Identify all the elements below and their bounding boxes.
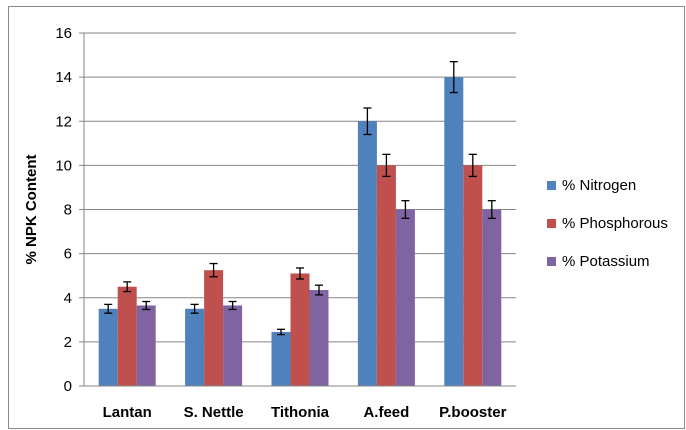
grid-lines: [84, 32, 516, 343]
bar: [395, 209, 415, 386]
y-tick-label: 0: [64, 378, 72, 395]
legend-swatch: [547, 181, 556, 190]
axes: 0 2 4 6 8 10 12 14 16 Lantan S. Nettle Tithonia A.fe…: [55, 25, 516, 421]
bar: [482, 209, 502, 386]
bar: [271, 331, 291, 386]
bar: [98, 308, 118, 386]
bar: [290, 273, 310, 386]
y-tick-label: 2: [64, 334, 72, 351]
bars: [98, 61, 502, 386]
legend-swatch: [547, 219, 556, 228]
y-tick-label: 14: [55, 69, 72, 86]
bar: [185, 308, 205, 386]
legend-swatch: [547, 257, 556, 266]
x-category-label: P.booster: [439, 404, 506, 421]
bar: [223, 305, 243, 386]
y-tick-label: 10: [55, 157, 72, 174]
y-tick-label: 16: [55, 25, 72, 42]
y-axis-label: % NPK Content: [23, 155, 40, 265]
x-category-label: S. Nettle: [184, 404, 244, 421]
bar: [136, 305, 156, 386]
y-tick-label: 8: [64, 202, 72, 219]
y-tick-label: 12: [55, 113, 72, 130]
bar: [204, 270, 224, 386]
legend-label: % Nitrogen: [562, 177, 636, 194]
bar: [309, 290, 329, 386]
x-category-label: A.feed: [363, 404, 409, 421]
y-tick-label: 6: [64, 246, 72, 263]
legend: % Nitrogen % Phosphorous % Potassium: [547, 177, 668, 270]
bar: [357, 121, 377, 386]
legend-label: % Phosphorous: [562, 215, 668, 232]
x-category-label: Lantan: [103, 404, 152, 421]
x-category-label: Tithonia: [271, 404, 330, 421]
y-tick-label: 4: [64, 290, 72, 307]
bar: [463, 165, 483, 386]
bar: [444, 77, 464, 386]
bar: [376, 165, 396, 386]
bar: [117, 286, 137, 386]
legend-label: % Potassium: [562, 253, 650, 270]
